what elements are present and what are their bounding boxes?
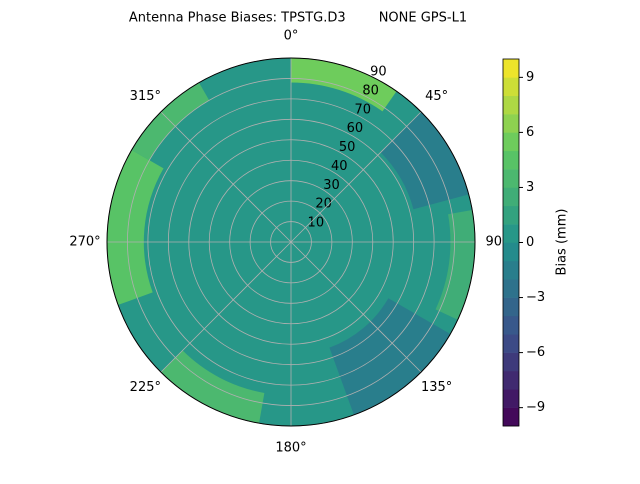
colorbar-band <box>503 389 519 408</box>
colorbar-band <box>503 59 519 78</box>
r-tick-label: 90 <box>370 65 387 80</box>
colorbar-tick-label: 9 <box>526 70 534 85</box>
r-tick-label: 20 <box>315 197 332 212</box>
r-tick-label: 30 <box>323 178 340 193</box>
r-tick-label: 10 <box>308 216 325 231</box>
colorbar-band <box>503 407 519 427</box>
colorbar-band <box>503 370 519 390</box>
chart-title: Antenna Phase Biases: TPSTG.D3 NONE GPS-… <box>129 11 467 26</box>
colorbar-tick-label: 6 <box>526 125 534 140</box>
contour-region <box>107 150 164 305</box>
colorbar-tick-label: 3 <box>526 180 534 195</box>
r-tick-label: 60 <box>347 121 364 136</box>
angular-grid <box>290 241 422 373</box>
contour-region <box>380 111 469 210</box>
contour-region <box>329 298 451 415</box>
r-tick-label: 40 <box>331 159 348 174</box>
theta-tick-label: 270° <box>69 235 100 250</box>
colorbar-band <box>503 95 519 115</box>
colorbar-band <box>503 334 519 353</box>
angular-grid <box>160 241 292 373</box>
colorbar-tick-label: 0 <box>526 235 534 250</box>
colorbar-band <box>503 187 519 207</box>
theta-tick-label: 45° <box>425 89 448 104</box>
contour-region <box>435 210 475 320</box>
colorbar-band <box>503 150 519 170</box>
theta-tick-label: 0° <box>284 29 299 44</box>
theta-tick-label: 180° <box>275 441 306 456</box>
colorbar-band <box>503 242 519 262</box>
contour-region <box>291 58 397 112</box>
angular-grid <box>290 111 422 243</box>
polar-frame <box>106 57 476 427</box>
colorbar-tick-label: −9 <box>526 400 545 415</box>
theta-tick-label: 315° <box>130 89 161 104</box>
angular-grid <box>160 111 292 243</box>
colorbar-tick-label: −3 <box>526 290 545 305</box>
theta-tick-label: 225° <box>130 380 161 395</box>
colorbar-band <box>503 114 519 133</box>
colorbar-band <box>503 279 519 298</box>
colorbar-band <box>503 132 519 152</box>
colorbar-band <box>503 315 519 335</box>
colorbar-band <box>503 297 519 317</box>
r-tick-label: 50 <box>339 140 356 155</box>
colorbar-band <box>503 169 519 188</box>
colorbar-band <box>503 260 519 280</box>
colorbar-band <box>503 352 519 372</box>
contour-region <box>160 350 265 424</box>
r-tick-label: 80 <box>362 83 379 98</box>
colorbar-tick-label: −6 <box>526 345 545 360</box>
r-tick-label: 70 <box>354 102 371 117</box>
colorbar-band <box>503 205 519 225</box>
colorbar-label: Bias (mm) <box>555 209 570 276</box>
colorbar-band <box>503 224 519 243</box>
colorbar-band <box>503 77 519 96</box>
theta-tick-label: 135° <box>421 380 452 395</box>
